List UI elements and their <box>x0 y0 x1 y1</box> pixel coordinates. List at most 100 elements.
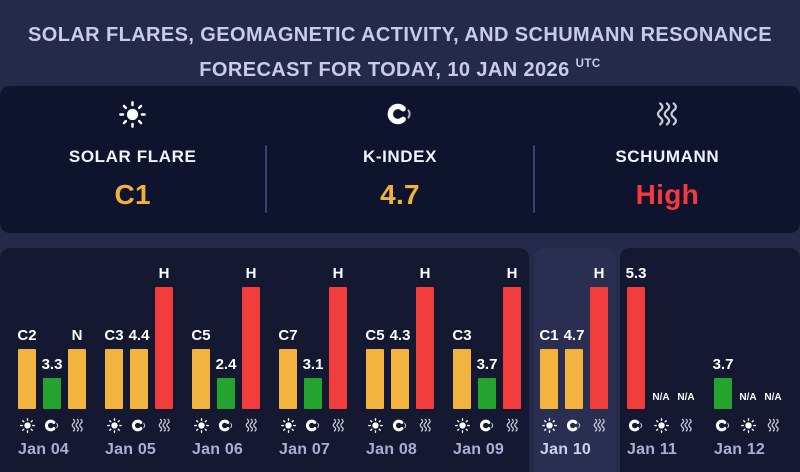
magnetosphere-icon <box>391 417 409 433</box>
day-group-jan-06[interactable]: C5 2.4 H Jan 06 <box>174 263 261 472</box>
metric-label-schumann: SCHUMANN <box>615 147 720 166</box>
date-label: Jan 06 <box>192 441 244 458</box>
utc-superscript: UTC <box>575 58 601 70</box>
solar-flare-bar <box>366 349 384 409</box>
schumann-bar-label: H <box>506 265 518 282</box>
forecast-title: SOLAR FLARES, GEOMAGNETIC ACTIVITY, AND … <box>0 0 800 85</box>
schumann-bar-slot: H <box>503 263 521 409</box>
schumann-waves-icon <box>503 417 521 433</box>
solar-flare-bar-slot: N/A <box>739 263 757 409</box>
schumann-waves-icon <box>590 417 608 433</box>
solar-flare-bar-label: C7 <box>278 327 298 344</box>
sun-icon <box>540 417 558 433</box>
metric-value-solar-flare: C1 <box>114 179 151 210</box>
sun-icon <box>119 100 147 128</box>
magnetosphere-icon <box>386 100 414 128</box>
solar-flare-bar <box>453 349 471 409</box>
schumann-bar-label: H <box>593 265 605 282</box>
date-label: Jan 05 <box>105 441 157 458</box>
k-index-bar-label: 3.1 <box>302 356 324 373</box>
day-group-jan-12[interactable]: 3.7 N/A N/A Jan 12 <box>707 263 794 472</box>
bar-group: 3.7 N/A N/A <box>713 263 794 409</box>
solar-flare-bar-label: C5 <box>365 327 385 344</box>
forecast-chart: C2 3.3 N Jan 04 <box>0 248 800 472</box>
schumann-bar-slot: H <box>590 263 608 409</box>
schumann-bar <box>503 287 521 409</box>
k-index-bar-label: 3.3 <box>41 356 63 373</box>
schumann-bar-slot: H <box>416 263 434 409</box>
bar-group: C3 3.7 H <box>452 263 522 409</box>
metric-schumann: SCHUMANN High <box>535 86 800 233</box>
metric-icons-row <box>453 417 522 433</box>
metric-value-k-index: 4.7 <box>380 179 420 210</box>
magnetosphere-icon <box>478 417 496 433</box>
sun-icon <box>366 417 384 433</box>
date-label: Jan 08 <box>366 441 418 458</box>
day-group-jan-10[interactable]: C1 4.7 H Jan 10 <box>534 263 616 472</box>
k-index-bar-slot: 4.7 <box>564 263 584 409</box>
k-index-bar <box>130 349 148 409</box>
date-label: Jan 11 <box>627 441 678 458</box>
metrics-divider <box>532 145 535 213</box>
k-index-bar <box>714 378 732 409</box>
schumann-waves-icon <box>329 417 347 433</box>
metric-icons-row <box>366 417 435 433</box>
forecast-title-line1: SOLAR FLARES, GEOMAGNETIC ACTIVITY, AND … <box>28 24 772 46</box>
metric-icons-row <box>540 417 616 433</box>
summary-metrics-panel: SOLAR FLARE C1 K-INDEX 4.7 SCHUMANN High <box>0 86 800 233</box>
k-index-bar-slot: 2.4 <box>216 263 236 409</box>
schumann-bar <box>590 287 608 409</box>
schumann-bar-label: N/A <box>764 392 782 403</box>
schumann-bar-slot: H <box>155 263 173 409</box>
bar-group: C5 2.4 H <box>191 263 261 409</box>
schumann-bar <box>416 287 434 409</box>
day-group-jan-11[interactable]: 5.3 N/A N/A Jan 11 <box>620 263 707 472</box>
metric-icons-row <box>279 417 348 433</box>
bar-group: 5.3 N/A N/A <box>626 263 707 409</box>
metric-value-schumann: High <box>635 179 700 210</box>
bar-group: C2 3.3 N <box>17 263 87 409</box>
metrics-divider <box>265 145 268 213</box>
schumann-bar <box>155 287 173 409</box>
schumann-bar-slot: H <box>242 263 260 409</box>
date-label: Jan 10 <box>540 441 592 458</box>
metric-icons-row <box>627 417 707 433</box>
solar-flare-bar-slot: C5 <box>191 263 211 409</box>
solar-flare-bar <box>192 349 210 409</box>
bar-group: C1 4.7 H <box>539 263 616 409</box>
schumann-waves-icon <box>416 417 434 433</box>
schumann-bar-label: N <box>71 327 83 344</box>
day-group-jan-04[interactable]: C2 3.3 N Jan 04 <box>0 263 87 472</box>
magnetosphere-icon <box>304 417 322 433</box>
metric-solar-flare: SOLAR FLARE C1 <box>0 86 265 233</box>
schumann-bar-slot: N/A <box>677 263 695 409</box>
bar-group: C3 4.4 H <box>104 263 174 409</box>
solar-flare-bar <box>540 349 558 409</box>
day-group-jan-08[interactable]: C5 4.3 H Jan 08 <box>348 263 435 472</box>
chart-panel-past-days: C2 3.3 N Jan 04 <box>0 248 529 472</box>
sun-icon <box>192 417 210 433</box>
metric-label-k-index: K-INDEX <box>362 147 438 166</box>
k-index-bar-label: 4.4 <box>128 327 150 344</box>
solar-flare-bar-slot: C5 <box>365 263 385 409</box>
solar-flare-bar-slot: N/A <box>652 263 670 409</box>
day-group-jan-07[interactable]: C7 3.1 H Jan 07 <box>261 263 348 472</box>
solar-flare-bar-label: N/A <box>652 392 670 403</box>
magnetosphere-icon <box>627 417 645 433</box>
day-group-jan-09[interactable]: C3 3.7 H Jan 09 <box>435 263 522 472</box>
k-index-bar-slot: 5.3 <box>626 263 646 409</box>
k-index-bar-slot: 3.7 <box>476 263 498 409</box>
solar-flare-bar <box>105 349 123 409</box>
solar-flare-bar-label: C5 <box>191 327 211 344</box>
solar-flare-bar-slot: C3 <box>452 263 472 409</box>
k-index-bar <box>627 287 645 409</box>
date-label: Jan 07 <box>279 441 331 458</box>
k-index-bar <box>478 378 496 409</box>
day-group-jan-05[interactable]: C3 4.4 H Jan 05 <box>87 263 174 472</box>
magnetosphere-icon <box>43 417 61 433</box>
magnetosphere-icon <box>565 417 583 433</box>
sun-icon <box>18 417 36 433</box>
k-index-bar-label: 3.7 <box>476 356 498 373</box>
k-index-bar <box>565 349 583 409</box>
schumann-bar-label: H <box>419 265 431 282</box>
